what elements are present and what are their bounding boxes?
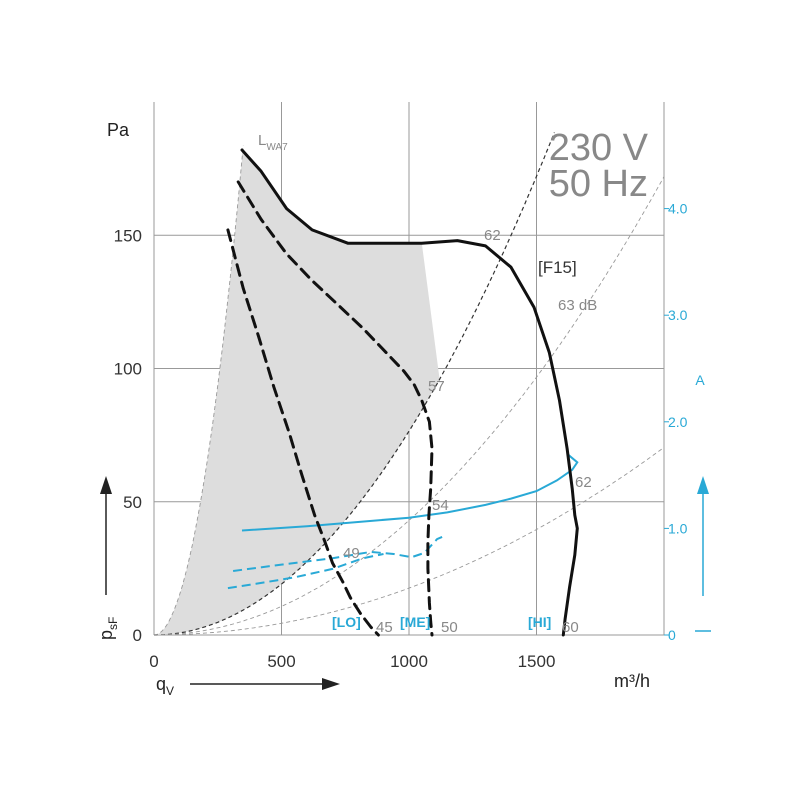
y2-tick-label: 4.0 — [668, 201, 688, 217]
db-label-50: 50 — [441, 619, 458, 636]
db-label-49: 49 — [343, 545, 360, 562]
system-curve — [154, 176, 665, 636]
y-unit-label: Pa — [107, 120, 130, 140]
y2-tick-label: 1.0 — [668, 520, 688, 536]
y-axis-label-sub: sF — [106, 617, 120, 630]
x-unit-label: m³/h — [614, 671, 650, 691]
db-label-62-right: 62 — [575, 474, 592, 491]
pressure-curve — [240, 148, 579, 637]
y-direction-arrow — [100, 476, 112, 595]
y-axis-label: psF — [96, 617, 120, 640]
lwa-label-sub: WA7 — [266, 142, 288, 153]
y-tick-label: 0 — [133, 626, 142, 645]
x-tick-labels: 0 500 1000 1500 — [149, 652, 555, 671]
system-curves — [153, 132, 665, 636]
y2-tick-labels: 0 1.0 2.0 3.0 4.0 — [664, 201, 688, 643]
current-curve — [227, 553, 384, 590]
series-label-f15: [F15] — [538, 258, 577, 277]
operating-area — [154, 150, 440, 635]
y2-tick-label: 2.0 — [668, 414, 688, 430]
db-label-57: 57 — [428, 378, 445, 395]
pressure-curve — [226, 228, 380, 637]
x-tick-label: 1500 — [518, 652, 556, 671]
y2-direction-arrow — [695, 476, 711, 632]
y2-tick-label: 0 — [668, 627, 676, 643]
system-curve — [154, 132, 555, 636]
current-curve — [232, 535, 443, 572]
x-axis-label: qV — [156, 674, 174, 698]
system-curve — [154, 447, 665, 636]
x-tick-label: 1000 — [390, 652, 428, 671]
lwa-label-main: L — [258, 132, 266, 149]
x-axis-label-main: q — [156, 674, 166, 694]
frequency-label: 50 Hz — [549, 163, 648, 205]
current-curves — [227, 453, 579, 590]
system-curve — [153, 145, 244, 636]
pressure-curves — [226, 148, 579, 637]
y-tick-labels: 0 50 100 150 — [114, 226, 142, 645]
y-tick-label: 150 — [114, 226, 142, 245]
y2-tick-label: 3.0 — [668, 307, 688, 323]
x-direction-arrow — [190, 678, 340, 690]
x-tick-label: 500 — [267, 652, 295, 671]
db-label-60: 60 — [562, 619, 579, 636]
mode-label-me: [ME] — [400, 614, 430, 630]
db-label-45: 45 — [376, 619, 393, 636]
db-label-63: 63 dB — [558, 297, 597, 314]
lwa-label: LWA7 — [258, 132, 288, 153]
pressure-curve — [236, 180, 434, 637]
x-axis-label-sub: V — [166, 684, 174, 698]
db-label-62-top: 62 — [484, 227, 501, 244]
x-tick-label: 0 — [149, 652, 158, 671]
current-curve — [241, 453, 579, 532]
y-tick-label: 100 — [114, 360, 142, 379]
y-tick-label: 50 — [123, 493, 142, 512]
mode-label-lo: [LO] — [332, 614, 361, 630]
shaded-operating-area — [154, 150, 440, 635]
y2-unit-label: A — [695, 372, 705, 388]
voltage-label: 230 V — [549, 127, 649, 169]
mode-label-hi: [HI] — [528, 614, 551, 630]
y-axis-label-main: p — [96, 630, 116, 640]
db-label-54: 54 — [432, 497, 449, 514]
